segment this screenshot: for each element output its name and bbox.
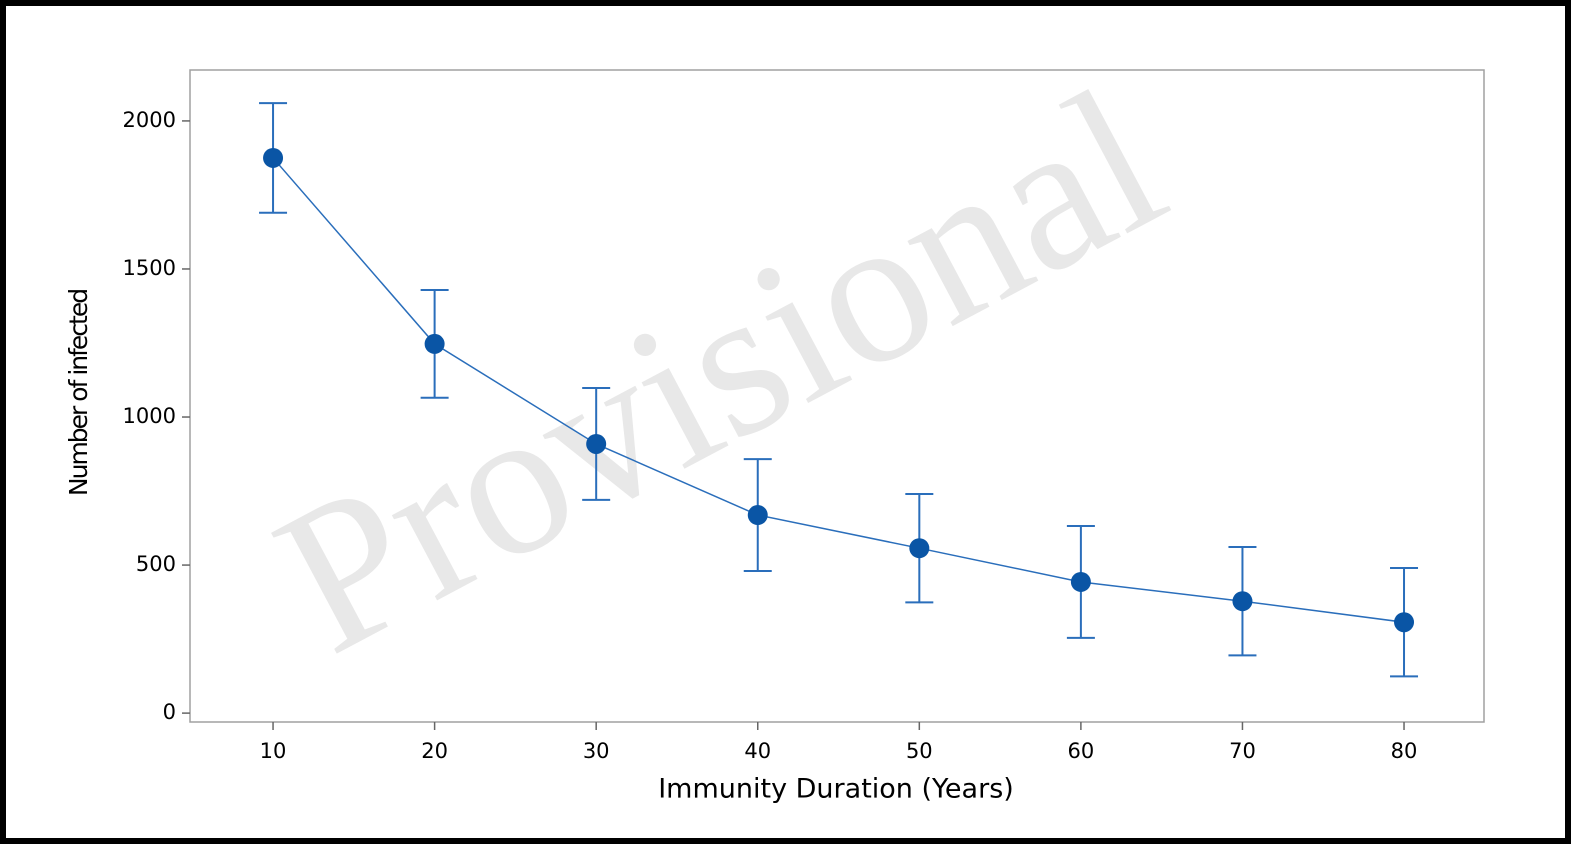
- point: [747, 505, 768, 526]
- x-tick-label: 70: [1229, 739, 1256, 763]
- y-axis-label: Number of infected: [64, 290, 93, 496]
- point: [263, 147, 284, 168]
- x-axis-label: Immunity Duration (Years): [658, 774, 1014, 805]
- y-tick-label: 0: [163, 700, 176, 724]
- plot-area: [189, 69, 1485, 723]
- point: [1394, 612, 1415, 633]
- y-tick-label: 1000: [123, 404, 176, 428]
- x-tick-label: 50: [906, 739, 933, 763]
- point: [424, 333, 445, 354]
- x-tick-label: 10: [260, 739, 287, 763]
- x-tick-label: 30: [583, 739, 610, 763]
- x-tick-label: 80: [1391, 739, 1418, 763]
- y-tick-label: 1500: [123, 256, 176, 280]
- point: [1232, 591, 1253, 612]
- line: [272, 157, 1405, 623]
- x-tick-label: 20: [421, 739, 448, 763]
- point: [1070, 571, 1091, 592]
- y-tick-label: 500: [136, 552, 176, 576]
- y-tick-label: 2000: [123, 108, 176, 132]
- point: [586, 433, 607, 454]
- point: [909, 538, 930, 559]
- x-tick-label: 60: [1068, 739, 1095, 763]
- x-tick-label: 40: [744, 739, 771, 763]
